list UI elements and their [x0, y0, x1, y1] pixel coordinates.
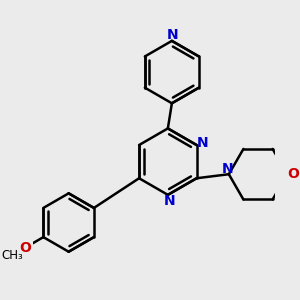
Text: N: N [222, 162, 234, 176]
Text: N: N [164, 194, 176, 208]
Text: O: O [287, 167, 299, 181]
Text: O: O [19, 241, 31, 255]
Text: N: N [197, 136, 209, 150]
Text: CH₃: CH₃ [1, 249, 23, 262]
Text: N: N [167, 28, 179, 42]
